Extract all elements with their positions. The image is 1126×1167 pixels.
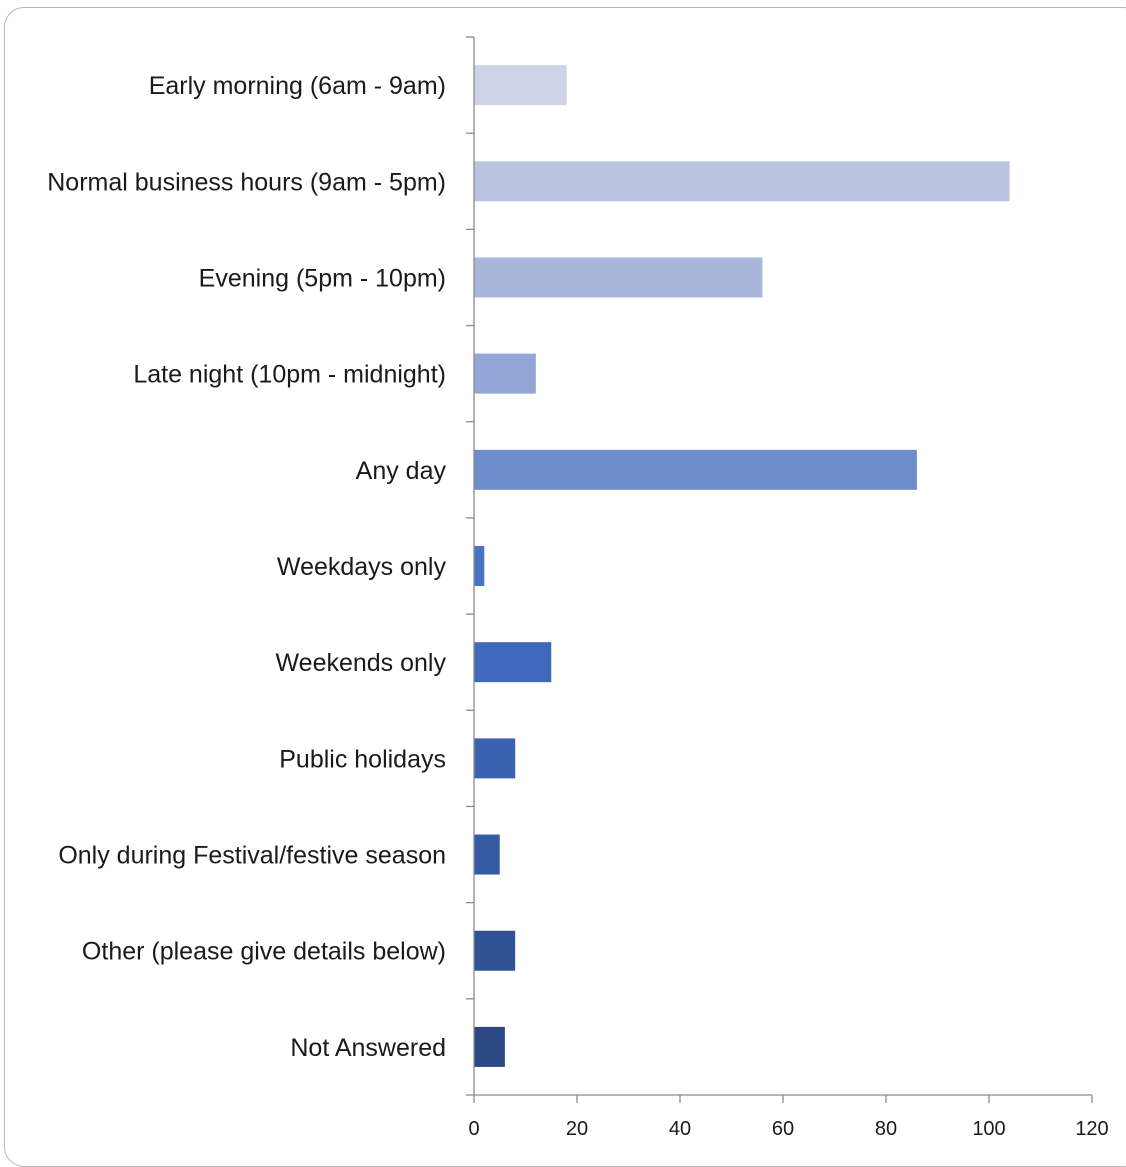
category-label-10: Not Answered xyxy=(290,1034,446,1062)
bar-5 xyxy=(474,546,485,586)
x-tick-label-3: 60 xyxy=(772,1118,794,1140)
bar-2 xyxy=(474,257,763,298)
bar-7 xyxy=(474,738,516,779)
category-label-0: Early morning (6am - 9am) xyxy=(149,72,446,100)
x-tick-label-4: 80 xyxy=(875,1118,897,1140)
category-label-2: Evening (5pm - 10pm) xyxy=(199,264,446,292)
bar-8 xyxy=(474,834,500,875)
bar-9 xyxy=(474,930,516,971)
category-label-7: Public holidays xyxy=(279,745,446,773)
category-label-1: Normal business hours (9am - 5pm) xyxy=(47,168,446,196)
bar-10 xyxy=(474,1026,505,1067)
x-tick-label-0: 0 xyxy=(468,1118,479,1140)
x-tick-label-6: 120 xyxy=(1075,1118,1108,1140)
x-tick-labels: 0 20 40 60 80 100 120 xyxy=(468,1118,1108,1140)
category-label-6: Weekends only xyxy=(276,649,447,677)
bar-6 xyxy=(474,642,552,683)
category-label-4: Any day xyxy=(356,457,447,485)
category-label-8: Only during Festival/festive season xyxy=(58,842,446,870)
category-label-5: Weekdays only xyxy=(277,553,447,581)
category-label-9: Other (please give details below) xyxy=(82,938,446,966)
x-tick-label-5: 100 xyxy=(972,1118,1005,1140)
bar-4 xyxy=(474,449,917,490)
x-tick-label-1: 20 xyxy=(566,1118,588,1140)
category-label-3: Late night (10pm - midnight) xyxy=(133,361,446,389)
x-tick-label-2: 40 xyxy=(669,1118,691,1140)
bar-0 xyxy=(474,65,567,106)
category-labels: Early morning (6am - 9am) Normal business… xyxy=(47,72,446,1062)
bar-1 xyxy=(474,161,1010,202)
axes xyxy=(466,36,1093,1103)
bar-3 xyxy=(474,353,536,394)
bars-layer xyxy=(474,65,1010,1067)
